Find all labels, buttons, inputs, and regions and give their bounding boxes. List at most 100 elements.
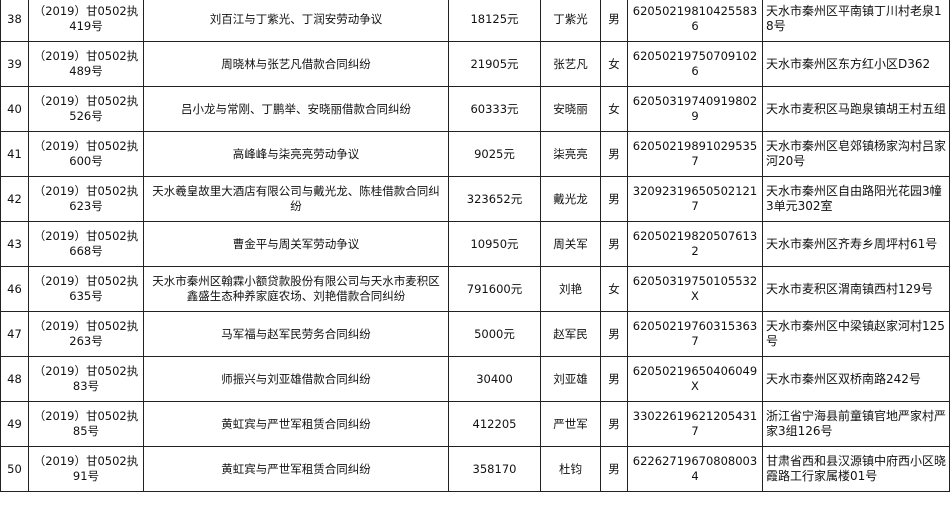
row-number: 39 <box>0 41 29 87</box>
gender: 男 <box>600 176 628 222</box>
case-table: 38 （2019）甘0502执419号 刘百江与丁紫光、丁润安劳动争议 18125元丁… <box>0 0 950 492</box>
case-description: 刘百江与丁紫光、丁润安劳动争议 <box>143 0 449 42</box>
id-number: 620502198205076132 <box>627 221 763 267</box>
table-row: 38 （2019）甘0502执419号 刘百江与丁紫光、丁润安劳动争议 18125元丁… <box>0 0 950 42</box>
amount: 21905元 <box>448 41 541 87</box>
table-row: 43 （2019）甘0502执668号 曹金平与周关军劳动争议 10950元 周关军男 6… <box>0 221 950 267</box>
id-number: 62050219650406049X <box>627 356 763 402</box>
person-name: 刘亚雄 <box>540 356 601 402</box>
address: 天水市秦州区双桥南路242号 <box>762 356 950 402</box>
person-name: 赵军民 <box>540 311 601 357</box>
row-number: 47 <box>0 311 29 357</box>
case-number: （2019）甘0502执635号 <box>28 266 144 312</box>
case-number: （2019）甘0502执91号 <box>28 446 144 492</box>
case-description: 黄虹宾与严世军租赁合同纠纷 <box>143 446 449 492</box>
row-number: 41 <box>0 131 29 177</box>
person-name: 柒亮亮 <box>540 131 601 177</box>
case-description: 师振兴与刘亚雄借款合同纠纷 <box>143 356 449 402</box>
id-number: 620502198104255836 <box>627 0 763 42</box>
table-row: 50 （2019）甘0502执91号 黄虹宾与严世军租赁合同纠纷 358170 杜钧男 6… <box>0 446 950 492</box>
person-name: 周关军 <box>540 221 601 267</box>
row-number: 49 <box>0 401 29 447</box>
case-number: （2019）甘0502执263号 <box>28 311 144 357</box>
amount: 10950元 <box>448 221 541 267</box>
gender: 女 <box>600 41 628 87</box>
address: 天水市麦积区渭南镇西村129号 <box>762 266 950 312</box>
case-number: （2019）甘0502执85号 <box>28 401 144 447</box>
row-number: 46 <box>0 266 29 312</box>
gender: 女 <box>600 266 628 312</box>
case-number: （2019）甘0502执419号 <box>28 0 144 42</box>
table-row: 49 （2019）甘0502执85号 黄虹宾与严世军租赁合同纠纷 412205 严世军男… <box>0 401 950 447</box>
id-number: 622627196708080034 <box>627 446 763 492</box>
row-number: 40 <box>0 86 29 132</box>
row-number: 38 <box>0 0 29 42</box>
case-description: 黄虹宾与严世军租赁合同纠纷 <box>143 401 449 447</box>
amount: 9025元 <box>448 131 541 177</box>
case-description: 马军福与赵军民劳务合同纠纷 <box>143 311 449 357</box>
person-name: 刘艳 <box>540 266 601 312</box>
person-name: 严世军 <box>540 401 601 447</box>
gender: 男 <box>600 131 628 177</box>
person-name: 丁紫光 <box>540 0 601 42</box>
person-name: 张艺凡 <box>540 41 601 87</box>
id-number: 62050319750105532X <box>627 266 763 312</box>
case-number: （2019）甘0502执600号 <box>28 131 144 177</box>
case-description: 天水羲皇故里大酒店有限公司与戴光龙、陈桂借款合同纠纷 <box>143 176 449 222</box>
table-body: 38 （2019）甘0502执419号 刘百江与丁紫光、丁润安劳动争议 18125元丁… <box>0 0 950 492</box>
case-number: （2019）甘0502执83号 <box>28 356 144 402</box>
gender: 男 <box>600 311 628 357</box>
amount: 5000元 <box>448 311 541 357</box>
address: 甘肃省西和县汉源镇中府西小区晓霞路工行家属楼01号 <box>762 446 950 492</box>
address: 天水市秦州区齐寿乡周坪村61号 <box>762 221 950 267</box>
gender: 男 <box>600 0 628 42</box>
amount: 412205 <box>448 401 541 447</box>
address: 天水市秦州区平南镇丁川村老泉18号 <box>762 0 950 42</box>
row-number: 50 <box>0 446 29 492</box>
id-number: 330226196212054317 <box>627 401 763 447</box>
amount: 358170 <box>448 446 541 492</box>
amount: 60333元 <box>448 86 541 132</box>
id-number: 320923196505021217 <box>627 176 763 222</box>
row-number: 42 <box>0 176 29 222</box>
address: 天水市秦州区自由路阳光花园3幢3单元302室 <box>762 176 950 222</box>
gender: 男 <box>600 356 628 402</box>
id-number: 620502198910295357 <box>627 131 763 177</box>
person-name: 安晓丽 <box>540 86 601 132</box>
case-description: 吕小龙与常刚、丁鹏举、安晓丽借款合同纠纷 <box>143 86 449 132</box>
case-number: （2019）甘0502执526号 <box>28 86 144 132</box>
table-row: 47 （2019）甘0502执263号 马军福与赵军民劳务合同纠纷 5000元 赵军民男… <box>0 311 950 357</box>
case-description: 曹金平与周关军劳动争议 <box>143 221 449 267</box>
address: 浙江省宁海县前童镇官地严家村严家3组126号 <box>762 401 950 447</box>
gender: 男 <box>600 446 628 492</box>
case-description: 天水市秦州区翰霖小额贷款股份有限公司与天水市麦积区鑫盛生态种养家庭农场、刘艳借款… <box>143 266 449 312</box>
amount: 323652元 <box>448 176 541 222</box>
person-name: 戴光龙 <box>540 176 601 222</box>
case-number: （2019）甘0502执623号 <box>28 176 144 222</box>
table-row: 46 （2019）甘0502执635号 天水市秦州区翰霖小额贷款股份有限公司与天水市… <box>0 266 950 312</box>
case-number: （2019）甘0502执668号 <box>28 221 144 267</box>
amount: 791600元 <box>448 266 541 312</box>
case-number: （2019）甘0502执489号 <box>28 41 144 87</box>
row-number: 43 <box>0 221 29 267</box>
address: 天水市秦州区皂郊镇杨家沟村吕家河20号 <box>762 131 950 177</box>
gender: 男 <box>600 221 628 267</box>
row-number: 48 <box>0 356 29 402</box>
address: 天水市麦积区马跑泉镇胡王村五组 <box>762 86 950 132</box>
amount: 30400 <box>448 356 541 402</box>
id-number: 620503197409198029 <box>627 86 763 132</box>
id-number: 620502197507091026 <box>627 41 763 87</box>
table-row: 42 （2019）甘0502执623号 天水羲皇故里大酒店有限公司与戴光龙、陈桂借款… <box>0 176 950 222</box>
table-row: 41 （2019）甘0502执600号 高峰峰与柒亮亮劳动争议 9025元 柒亮亮男 62… <box>0 131 950 177</box>
table-row: 39 （2019）甘0502执489号 周晓林与张艺凡借款合同纠纷 21905元 张艺凡… <box>0 41 950 87</box>
gender: 女 <box>600 86 628 132</box>
table-row: 48 （2019）甘0502执83号 师振兴与刘亚雄借款合同纠纷 30400 刘亚雄男 6… <box>0 356 950 402</box>
table-row: 40 （2019）甘0502执526号 吕小龙与常刚、丁鹏举、安晓丽借款合同纠纷 60… <box>0 86 950 132</box>
case-description: 高峰峰与柒亮亮劳动争议 <box>143 131 449 177</box>
amount: 18125元 <box>448 0 541 42</box>
address: 天水市秦州区东方红小区D362 <box>762 41 950 87</box>
gender: 男 <box>600 401 628 447</box>
address: 天水市秦州区中梁镇赵家河村125号 <box>762 311 950 357</box>
id-number: 620502197603153637 <box>627 311 763 357</box>
